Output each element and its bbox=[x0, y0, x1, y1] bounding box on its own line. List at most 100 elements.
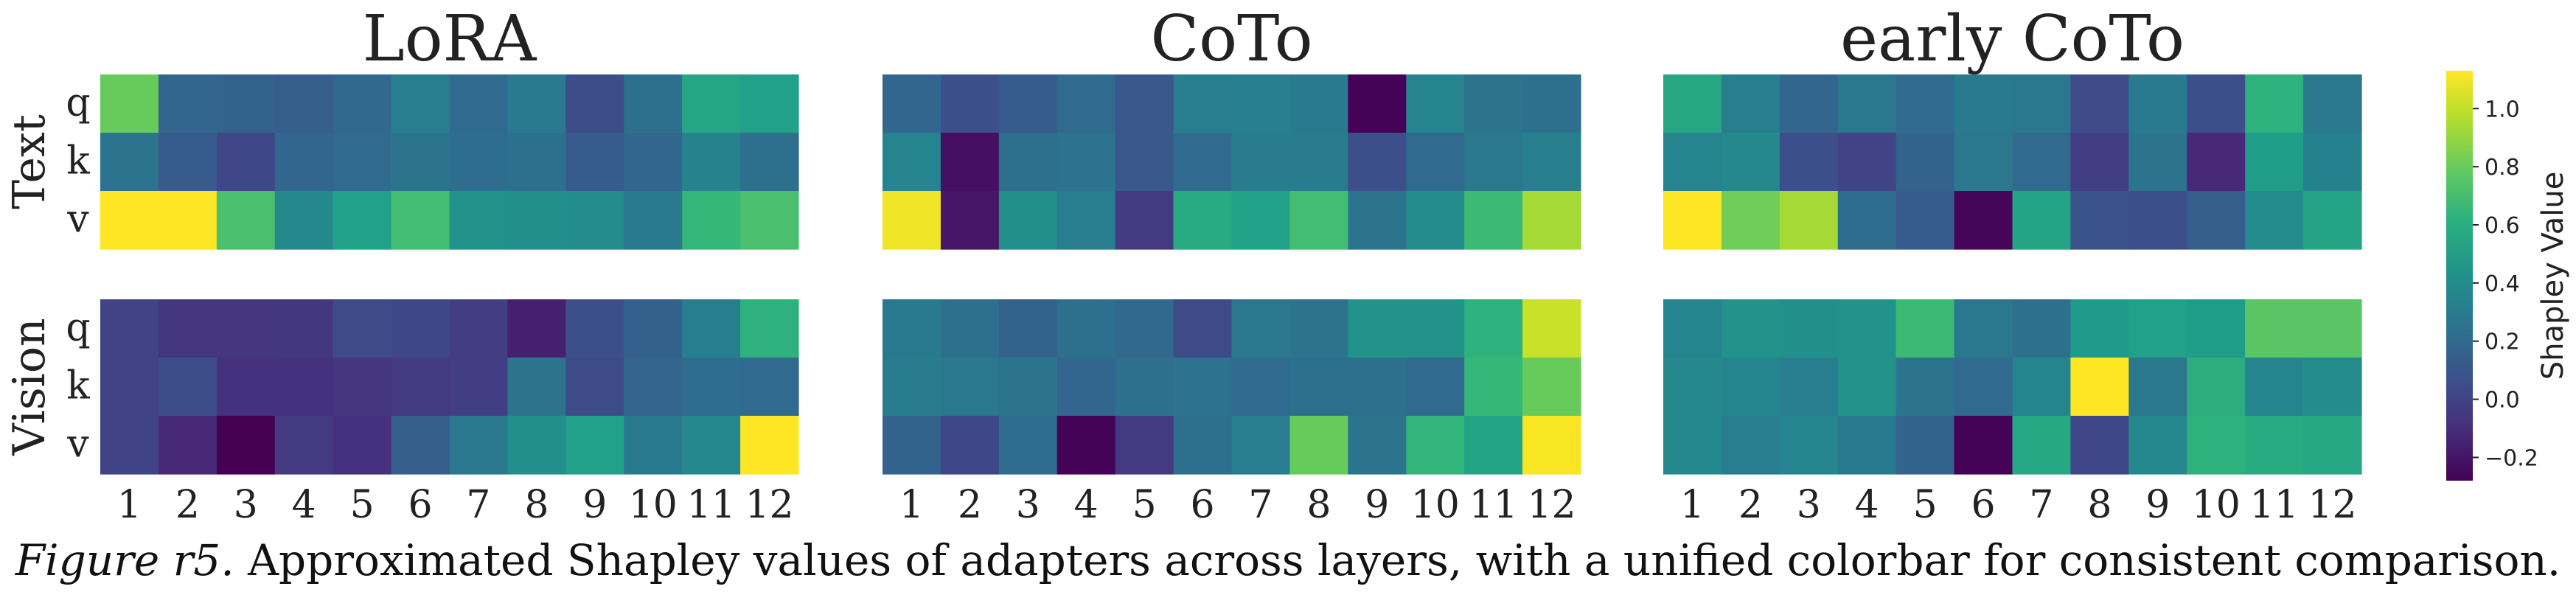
cell-coto-vision-q-4 bbox=[1056, 299, 1116, 358]
cell-lora-vision-v-12 bbox=[740, 416, 799, 475]
cell-coto-text-q-5 bbox=[1115, 74, 1174, 133]
cell-coto-text-v-5 bbox=[1115, 191, 1174, 250]
cell-lora-text-v-2 bbox=[158, 191, 217, 250]
cell-early-coto-vision-v-7 bbox=[2012, 416, 2072, 475]
cell-coto-text-k-2 bbox=[940, 133, 1000, 192]
x-tick-early-coto-3: 3 bbox=[1797, 483, 1821, 527]
cell-early-coto-text-v-7 bbox=[2012, 191, 2072, 250]
colorbar-label: Shapley Value bbox=[2536, 172, 2570, 380]
cell-early-coto-text-v-4 bbox=[1837, 191, 1897, 250]
cell-lora-vision-q-11 bbox=[682, 299, 741, 358]
colorbar-tick-label: 0.8 bbox=[2485, 155, 2520, 181]
cell-early-coto-vision-q-11 bbox=[2245, 299, 2304, 358]
cell-coto-vision-k-1 bbox=[883, 358, 941, 417]
cell-coto-vision-v-10 bbox=[1406, 416, 1465, 475]
cell-early-coto-vision-v-2 bbox=[1721, 416, 1780, 475]
cell-lora-text-v-11 bbox=[682, 191, 741, 250]
cell-lora-text-k-8 bbox=[507, 133, 566, 192]
cell-coto-text-v-7 bbox=[1231, 191, 1291, 250]
cell-early-coto-text-k-3 bbox=[1779, 133, 1839, 192]
cell-lora-text-k-2 bbox=[158, 133, 217, 192]
cell-coto-vision-k-8 bbox=[1289, 358, 1348, 417]
cell-lora-vision-q-1 bbox=[100, 299, 159, 358]
cell-early-coto-text-q-10 bbox=[2187, 74, 2246, 133]
cell-lora-vision-v-1 bbox=[100, 416, 159, 475]
cell-early-coto-text-q-7 bbox=[2012, 74, 2072, 133]
cell-lora-text-q-1 bbox=[100, 74, 159, 133]
caption-figure-tag: Figure r5. bbox=[15, 535, 234, 585]
x-tick-early-coto-12: 12 bbox=[2308, 483, 2356, 527]
cell-early-coto-vision-k-9 bbox=[2128, 358, 2187, 417]
cell-lora-text-k-5 bbox=[333, 133, 392, 192]
cell-coto-text-k-10 bbox=[1406, 133, 1465, 192]
cell-coto-text-q-3 bbox=[998, 74, 1058, 133]
cell-lora-vision-k-8 bbox=[507, 358, 566, 417]
cell-coto-text-v-1 bbox=[883, 191, 941, 250]
x-tick-lora-5: 5 bbox=[350, 483, 375, 527]
colorbar-tick-label: 0.4 bbox=[2485, 271, 2520, 297]
x-tick-coto-6: 6 bbox=[1190, 483, 1214, 527]
cell-lora-text-q-7 bbox=[449, 74, 509, 133]
cell-coto-text-k-8 bbox=[1289, 133, 1348, 192]
cell-early-coto-text-k-10 bbox=[2187, 133, 2246, 192]
row-label-vision-q: q bbox=[66, 306, 90, 350]
cell-lora-text-v-7 bbox=[449, 191, 509, 250]
cell-lora-text-v-5 bbox=[333, 191, 392, 250]
cell-lora-text-q-2 bbox=[158, 74, 217, 133]
cell-lora-text-k-9 bbox=[565, 133, 624, 192]
x-tick-coto-7: 7 bbox=[1248, 483, 1273, 527]
cell-lora-vision-q-4 bbox=[274, 299, 334, 358]
cell-lora-vision-k-11 bbox=[682, 358, 741, 417]
cell-coto-vision-v-9 bbox=[1348, 416, 1407, 475]
cell-coto-vision-q-12 bbox=[1522, 299, 1581, 358]
x-tick-early-coto-9: 9 bbox=[2145, 483, 2170, 527]
cell-early-coto-text-q-3 bbox=[1779, 74, 1839, 133]
cell-early-coto-vision-q-5 bbox=[1896, 299, 1955, 358]
cell-coto-vision-k-3 bbox=[998, 358, 1058, 417]
cell-early-coto-text-v-12 bbox=[2303, 191, 2362, 250]
cell-early-coto-vision-v-5 bbox=[1896, 416, 1955, 475]
cell-coto-text-q-9 bbox=[1348, 74, 1407, 133]
x-tick-coto-12: 12 bbox=[1527, 483, 1576, 527]
cell-early-coto-vision-q-7 bbox=[2012, 299, 2072, 358]
cell-early-coto-vision-q-10 bbox=[2187, 299, 2246, 358]
cell-lora-vision-q-5 bbox=[333, 299, 392, 358]
cell-coto-text-v-10 bbox=[1406, 191, 1465, 250]
cell-early-coto-vision-k-6 bbox=[1954, 358, 2013, 417]
cell-early-coto-text-v-11 bbox=[2245, 191, 2304, 250]
cell-coto-vision-q-7 bbox=[1231, 299, 1291, 358]
cell-lora-text-v-8 bbox=[507, 191, 566, 250]
x-tick-lora-1: 1 bbox=[117, 483, 142, 527]
x-tick-coto-1: 1 bbox=[899, 483, 924, 527]
cell-early-coto-text-k-4 bbox=[1837, 133, 1897, 192]
cell-coto-vision-v-6 bbox=[1173, 416, 1233, 475]
cell-lora-text-k-6 bbox=[391, 133, 450, 192]
cell-coto-vision-k-12 bbox=[1522, 358, 1581, 417]
cell-coto-vision-v-12 bbox=[1522, 416, 1581, 475]
cell-coto-vision-q-11 bbox=[1464, 299, 1523, 358]
cell-lora-text-q-12 bbox=[740, 74, 799, 133]
cell-early-coto-vision-v-3 bbox=[1779, 416, 1839, 475]
cell-lora-vision-v-8 bbox=[507, 416, 566, 475]
cell-early-coto-vision-k-1 bbox=[1663, 358, 1722, 417]
cell-lora-text-v-6 bbox=[391, 191, 450, 250]
cell-coto-text-v-8 bbox=[1289, 191, 1348, 250]
cell-lora-vision-k-5 bbox=[333, 358, 392, 417]
cell-coto-vision-q-8 bbox=[1289, 299, 1348, 358]
cell-coto-vision-k-9 bbox=[1348, 358, 1407, 417]
cell-lora-vision-q-7 bbox=[449, 299, 509, 358]
row-label-text-k: k bbox=[66, 139, 90, 184]
cell-early-coto-vision-v-4 bbox=[1837, 416, 1897, 475]
cell-early-coto-vision-q-4 bbox=[1837, 299, 1897, 358]
x-tick-coto-4: 4 bbox=[1074, 483, 1099, 527]
cell-coto-text-k-9 bbox=[1348, 133, 1407, 192]
panel-title-coto: CoTo bbox=[1150, 2, 1312, 76]
cell-lora-text-k-12 bbox=[740, 133, 799, 192]
x-tick-lora-2: 2 bbox=[175, 483, 200, 527]
cell-coto-text-q-8 bbox=[1289, 74, 1348, 133]
x-tick-early-coto-6: 6 bbox=[1971, 483, 1995, 527]
cell-lora-text-k-10 bbox=[624, 133, 683, 192]
x-tick-coto-5: 5 bbox=[1132, 483, 1157, 527]
